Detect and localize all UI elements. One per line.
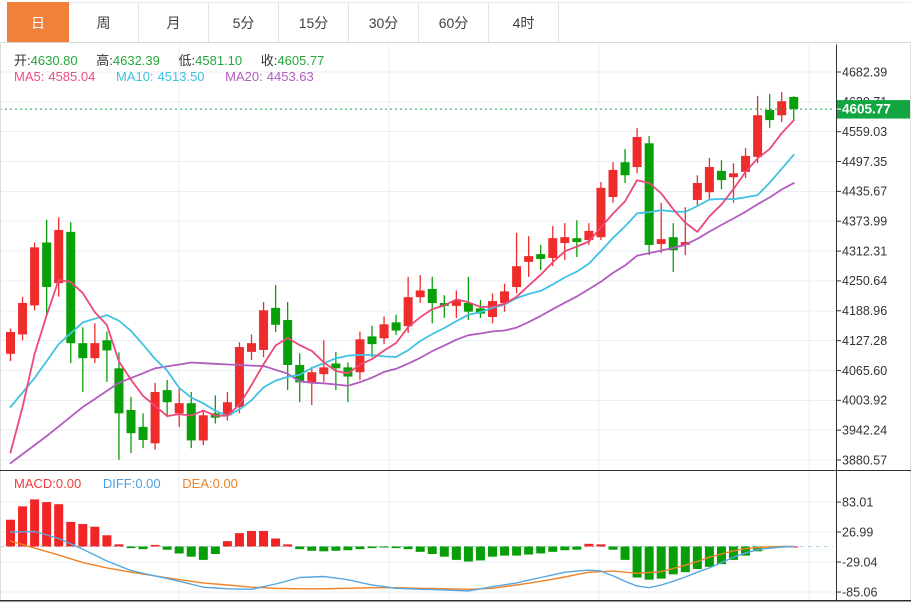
- timeframe-tabs: 日 周 月 5分 15分 30分 60分 4时: [0, 0, 911, 43]
- macd-histogram: [6, 499, 799, 580]
- tab-60min[interactable]: 60分: [419, 2, 489, 42]
- tab-5min[interactable]: 5分: [209, 2, 279, 42]
- tabbar-filler: [559, 2, 911, 42]
- price-axis-labels: 4682.394620.714559.034497.354435.674373.…: [836, 65, 887, 467]
- tab-15min[interactable]: 15分: [279, 2, 349, 42]
- ma5-line: [9, 119, 795, 454]
- svg-text:4065.60: 4065.60: [842, 364, 887, 378]
- svg-text:4188.96: 4188.96: [842, 304, 887, 318]
- svg-text:3942.24: 3942.24: [842, 423, 887, 437]
- macd-axis-labels: 83.01 26.99 -29.04 -85.06: [836, 495, 877, 599]
- svg-text:4605.77: 4605.77: [842, 102, 891, 117]
- diff-line: [9, 530, 795, 592]
- tab-month[interactable]: 月: [139, 2, 209, 42]
- svg-text:4682.39: 4682.39: [842, 65, 887, 79]
- tab-day[interactable]: 日: [7, 2, 69, 42]
- svg-text:4497.35: 4497.35: [842, 155, 887, 169]
- candlestick-series: [6, 92, 799, 460]
- chart-canvas[interactable]: 4682.394620.714559.034497.354435.674373.…: [0, 43, 911, 604]
- svg-text:4003.92: 4003.92: [842, 394, 887, 408]
- price-tag: 4605.77: [836, 100, 911, 119]
- svg-text:83.01: 83.01: [842, 495, 873, 509]
- svg-text:-85.06: -85.06: [842, 585, 877, 599]
- ma20-line: [9, 182, 795, 465]
- svg-text:4250.64: 4250.64: [842, 274, 887, 288]
- svg-text:4435.67: 4435.67: [842, 185, 887, 199]
- svg-text:-29.04: -29.04: [842, 555, 877, 569]
- panel-borders: [0, 43, 911, 602]
- gridlines: [0, 44, 836, 600]
- svg-text:4559.03: 4559.03: [842, 125, 887, 139]
- tab-30min[interactable]: 30分: [349, 2, 419, 42]
- svg-text:4312.31: 4312.31: [842, 244, 887, 258]
- svg-text:3880.57: 3880.57: [842, 453, 887, 467]
- tab-week[interactable]: 周: [69, 2, 139, 42]
- svg-text:26.99: 26.99: [842, 525, 873, 539]
- ma10-line: [9, 153, 795, 417]
- svg-text:4373.99: 4373.99: [842, 215, 887, 229]
- tab-4hour[interactable]: 4时: [489, 2, 559, 42]
- svg-text:4127.28: 4127.28: [842, 334, 887, 348]
